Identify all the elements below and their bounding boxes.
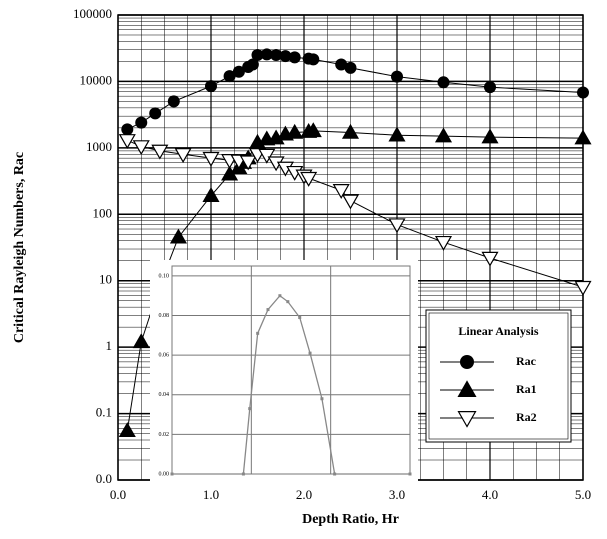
- inset-y-tick-label: 0.08: [159, 313, 170, 319]
- inset-y-tick-label: 0.04: [159, 392, 170, 398]
- inset-background: [150, 260, 418, 490]
- point: [335, 58, 348, 71]
- point: [300, 171, 318, 187]
- point: [388, 218, 406, 234]
- point: [151, 144, 169, 160]
- inset-point: [241, 472, 245, 476]
- point: [223, 70, 236, 83]
- point: [434, 235, 453, 251]
- y-tick-label: 0.0: [96, 471, 112, 486]
- legend-label: Ra1: [516, 382, 537, 396]
- x-tick-label: 5.0: [575, 487, 591, 502]
- y-tick-label: 100000: [73, 6, 112, 21]
- point: [135, 116, 148, 129]
- point: [577, 86, 589, 99]
- y-axis-label: Critical Rayleigh Numbers, Rac: [12, 152, 27, 343]
- point: [388, 126, 406, 142]
- point: [174, 148, 192, 164]
- point: [232, 65, 245, 78]
- y-tick-label: 10: [99, 272, 112, 287]
- point: [481, 251, 499, 267]
- inset-line: [172, 294, 410, 475]
- point: [484, 81, 496, 94]
- point: [258, 148, 276, 164]
- legend-title: Linear Analysis: [458, 324, 538, 338]
- legend-label: Ra2: [516, 410, 537, 424]
- legend-box: [425, 309, 572, 443]
- point: [391, 70, 403, 83]
- point: [481, 128, 499, 144]
- x-tick-label: 3.0: [389, 487, 405, 502]
- point: [202, 187, 220, 202]
- point: [279, 50, 292, 63]
- point: [246, 58, 259, 71]
- point: [202, 151, 220, 167]
- point: [118, 422, 136, 438]
- point: [286, 123, 304, 139]
- point: [167, 95, 180, 108]
- point: [149, 107, 162, 120]
- inset-point: [333, 472, 337, 476]
- legend-marker: [457, 411, 477, 428]
- point: [118, 134, 136, 149]
- point: [332, 184, 350, 199]
- x-axis-label: Depth Ratio, Hr: [302, 512, 399, 527]
- point: [434, 127, 453, 143]
- legend-inner-box: [428, 312, 569, 440]
- legend-label: Rac: [516, 354, 537, 368]
- inset-y-tick-label: 0.00: [159, 471, 170, 477]
- y-tick-label: 0.1: [96, 405, 112, 420]
- point: [270, 48, 283, 61]
- point: [205, 80, 217, 93]
- x-tick-label: 4.0: [482, 487, 498, 502]
- point: [239, 155, 257, 171]
- y-tick-label: 1000: [86, 139, 112, 154]
- point: [169, 228, 187, 244]
- legend-marker: [460, 355, 474, 369]
- point: [132, 140, 150, 156]
- inset-point: [278, 294, 282, 298]
- point: [288, 51, 301, 64]
- inset-y-tick-label: 0.06: [159, 353, 170, 359]
- inset-point: [408, 472, 412, 476]
- inset-y-tick-label: 0.02: [159, 432, 170, 438]
- point: [251, 48, 264, 61]
- point: [574, 280, 592, 296]
- x-tick-label: 2.0: [296, 487, 312, 502]
- y-tick-label: 10000: [80, 72, 113, 87]
- inset-point: [170, 472, 174, 476]
- point: [132, 333, 150, 349]
- point: [260, 48, 273, 61]
- point: [344, 61, 357, 74]
- point: [307, 53, 320, 66]
- inset-point: [256, 331, 260, 335]
- y-tick-label: 100: [93, 205, 113, 220]
- point: [574, 129, 592, 145]
- x-tick-label: 0.0: [110, 487, 126, 502]
- point: [341, 194, 360, 210]
- inset-point: [248, 407, 252, 411]
- inset-point: [298, 316, 302, 320]
- y-tick-label: 1: [106, 338, 113, 353]
- point: [304, 122, 322, 138]
- point: [341, 123, 360, 139]
- point: [437, 76, 450, 89]
- inset-point: [266, 308, 270, 312]
- inset-point: [320, 397, 324, 401]
- point: [121, 123, 134, 136]
- inset-frame: [171, 265, 411, 475]
- inset-point: [308, 351, 312, 355]
- inset-y-tick-label: 0.10: [159, 273, 170, 279]
- inset-point: [286, 300, 290, 304]
- legend-marker: [457, 380, 477, 397]
- x-tick-label: 1.0: [203, 487, 219, 502]
